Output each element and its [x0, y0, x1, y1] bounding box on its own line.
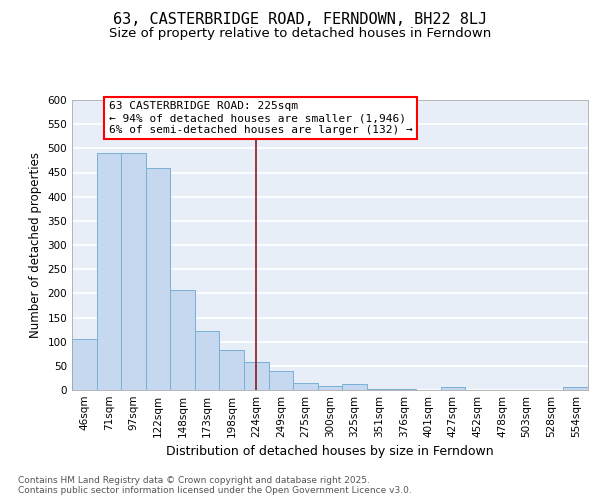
Bar [342, 384, 367, 390]
Bar [121, 153, 146, 390]
Bar [195, 330, 220, 390]
Bar [244, 362, 269, 390]
Bar [293, 383, 318, 390]
Bar [440, 386, 465, 390]
Bar [146, 168, 170, 390]
Bar [318, 386, 342, 390]
Bar [72, 339, 97, 390]
Text: Contains HM Land Registry data © Crown copyright and database right 2025.
Contai: Contains HM Land Registry data © Crown c… [18, 476, 412, 495]
Y-axis label: Number of detached properties: Number of detached properties [29, 152, 42, 338]
Bar [269, 370, 293, 390]
Bar [391, 388, 416, 390]
Text: Size of property relative to detached houses in Ferndown: Size of property relative to detached ho… [109, 28, 491, 40]
Bar [97, 153, 121, 390]
Bar [170, 290, 195, 390]
Text: 63 CASTERBRIDGE ROAD: 225sqm
← 94% of detached houses are smaller (1,946)
6% of : 63 CASTERBRIDGE ROAD: 225sqm ← 94% of de… [109, 102, 413, 134]
Bar [563, 386, 588, 390]
X-axis label: Distribution of detached houses by size in Ferndown: Distribution of detached houses by size … [166, 446, 494, 458]
Bar [367, 388, 391, 390]
Text: 63, CASTERBRIDGE ROAD, FERNDOWN, BH22 8LJ: 63, CASTERBRIDGE ROAD, FERNDOWN, BH22 8L… [113, 12, 487, 28]
Bar [220, 350, 244, 390]
